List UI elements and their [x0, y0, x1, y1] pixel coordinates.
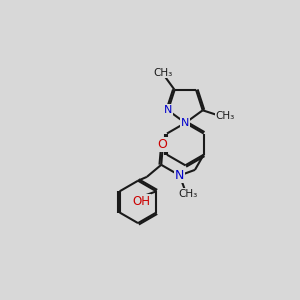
Text: CH₃: CH₃: [153, 68, 172, 78]
Text: N: N: [181, 118, 190, 128]
Text: CH₃: CH₃: [216, 111, 235, 121]
Text: CH₃: CH₃: [178, 189, 197, 199]
Text: N: N: [164, 105, 172, 115]
Text: N: N: [175, 169, 184, 182]
Text: O: O: [158, 138, 168, 151]
Text: OH: OH: [132, 195, 150, 208]
